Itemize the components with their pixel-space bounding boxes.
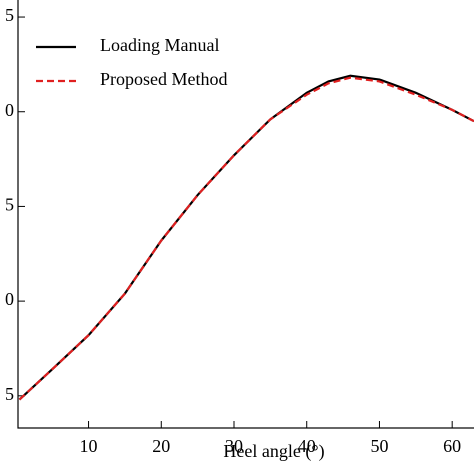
plot-frame xyxy=(17,0,474,429)
series-line xyxy=(18,76,474,401)
x-tick-label: 20 xyxy=(152,436,170,456)
y-tick-label: 5 xyxy=(5,195,14,215)
x-tick-label: 30 xyxy=(225,436,243,456)
y-tick-label: 0 xyxy=(5,289,14,309)
y-tick-label: 0 xyxy=(5,100,14,120)
x-tick-label: 10 xyxy=(80,436,98,456)
y-tick-label: 5 xyxy=(5,5,14,25)
legend-label: Loading Manual xyxy=(100,35,219,55)
x-tick-label: 40 xyxy=(298,436,316,456)
x-tick-label: 60 xyxy=(443,436,461,456)
series-line xyxy=(18,74,474,401)
x-axis-label: Heel angle (°) xyxy=(223,441,324,462)
legend-label: Proposed Method xyxy=(100,69,228,89)
x-tick-label: 50 xyxy=(370,436,388,456)
y-tick-label: 5 xyxy=(5,384,14,404)
